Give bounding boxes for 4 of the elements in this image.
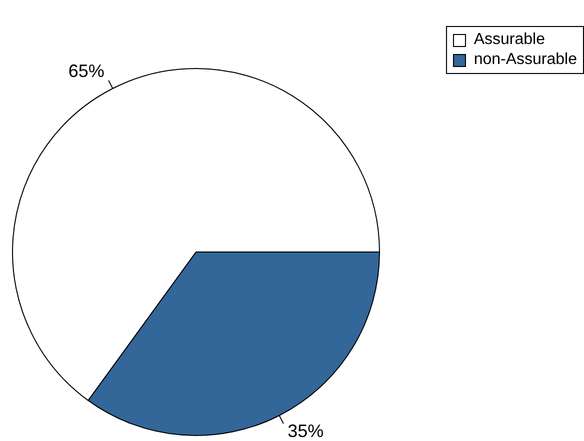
data-label: 65% [68,61,104,82]
data-label: 35% [288,420,324,441]
legend-label: Assurable [474,30,545,50]
legend-label: non-Assurable [474,50,577,70]
